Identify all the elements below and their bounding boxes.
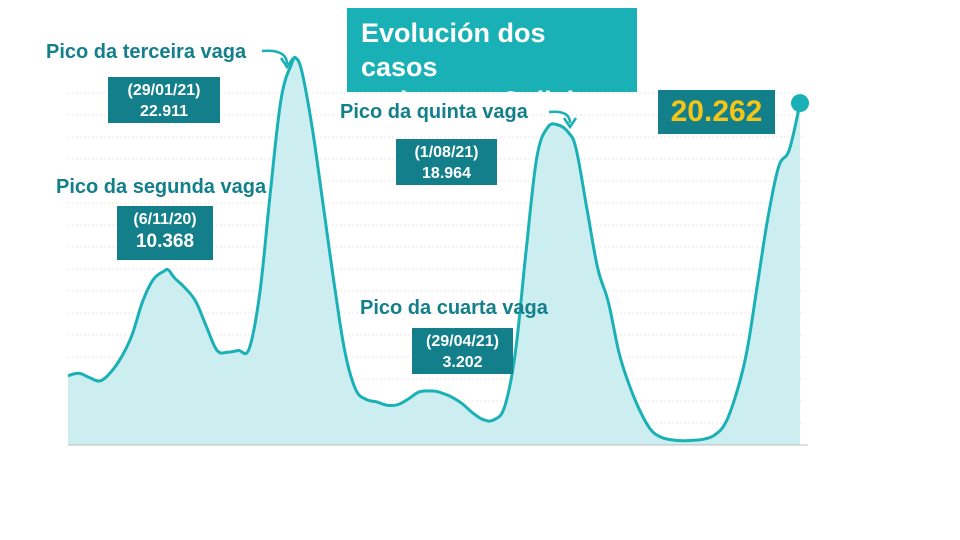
annotation-cuarta-value: 3.202 bbox=[442, 354, 483, 371]
annotation-terceira-date: (29/01/21) bbox=[127, 82, 201, 99]
annotation-cuarta-box: (29/04/21) 3.202 bbox=[412, 328, 513, 374]
annotation-segunda-label: Pico da segunda vaga bbox=[56, 176, 267, 198]
chart-title: Evolución dos casos activos en Galicia bbox=[347, 8, 637, 116]
chart-title-line-1: Evolución dos casos bbox=[361, 18, 546, 82]
arrow-quinta-head bbox=[562, 117, 578, 130]
annotation-quinta-box: (1/08/21) 18.964 bbox=[396, 139, 497, 185]
annotation-quinta-label: Pico da quinta vaga bbox=[340, 101, 528, 123]
arrow-terceira-head bbox=[279, 57, 295, 70]
annotation-cuarta-date: (29/04/21) bbox=[426, 333, 499, 350]
series-line bbox=[67, 55, 802, 443]
annotation-terceira-value: 22.911 bbox=[139, 103, 189, 120]
annotation-cuarta-label: Pico da cuarta vaga bbox=[360, 297, 548, 319]
series-end-point bbox=[791, 94, 809, 113]
arrow-quinta bbox=[548, 110, 572, 124]
chart-title-line-2: activos en Galicia bbox=[361, 86, 590, 116]
annotation-quinta-value: 18.964 bbox=[422, 165, 471, 182]
annotation-segunda-value: 10.368 bbox=[135, 231, 195, 252]
annotation-segunda-date: (6/11/20) bbox=[133, 211, 197, 228]
annotation-segunda-box: (6/11/20) 10.368 bbox=[117, 206, 213, 260]
arrow-terceira bbox=[261, 49, 289, 65]
annotation-terceira-box: (29/01/21) 22.911 bbox=[108, 77, 220, 123]
annotation-terceira-label: Pico da terceira vaga bbox=[46, 41, 247, 63]
last-value-label: 20.262 bbox=[658, 90, 775, 134]
annotation-quinta-date: (1/08/21) bbox=[414, 144, 479, 161]
